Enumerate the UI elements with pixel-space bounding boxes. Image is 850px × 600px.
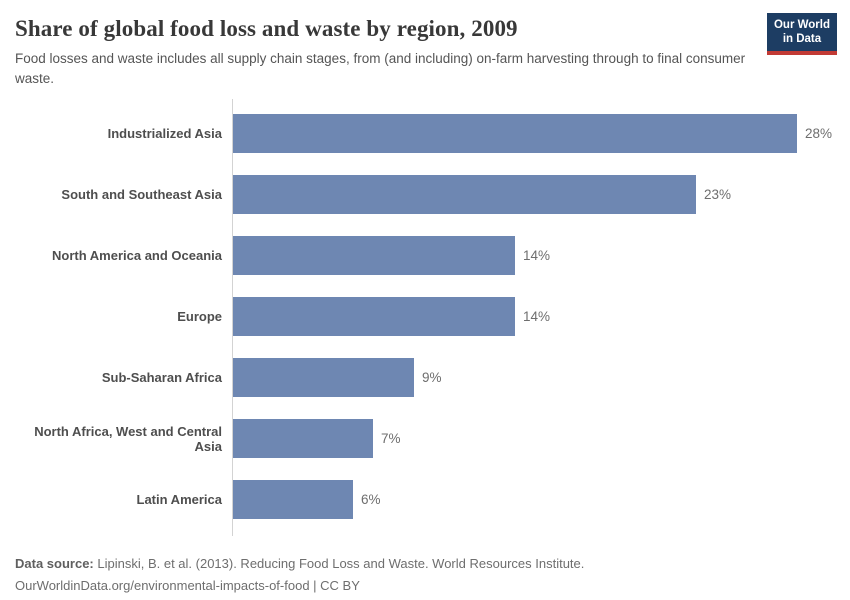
bar [232, 175, 696, 215]
bar-area: 23% [232, 164, 835, 225]
category-label: North America and Oceania [51, 248, 222, 264]
category-label: Sub-Saharan Africa [101, 370, 222, 386]
bar-area: 6% [232, 469, 835, 530]
category-label: North Africa, West and Central Asia [34, 423, 222, 454]
bar [232, 419, 373, 459]
chart-footer: Data source: Lipinski, B. et al. (2013).… [15, 553, 835, 597]
bar-row: Europe 14% [15, 286, 835, 347]
citation-line: OurWorldinData.org/environmental-impacts… [15, 578, 360, 594]
value-label: 6% [361, 492, 381, 508]
value-label: 9% [422, 370, 442, 386]
bar-row: North America and Oceania 14% [15, 225, 835, 286]
data-source-label: Data source: [15, 556, 94, 572]
data-source-text: Lipinski, B. et al. (2013). Reducing Foo… [93, 556, 585, 572]
value-label: 23% [704, 187, 732, 203]
bar-area: 14% [232, 225, 835, 286]
chart-subtitle: Food losses and waste includes all suppl… [15, 51, 746, 86]
category-label: Latin America [136, 492, 223, 508]
bar-row: South and Southeast Asia 23% [15, 164, 835, 225]
chart-title: Share of global food loss and waste by r… [15, 16, 518, 41]
bar-row: Sub-Saharan Africa 9% [15, 347, 835, 408]
value-label: 7% [381, 431, 401, 447]
owid-logo-line2: in Data [782, 33, 822, 46]
category-label: South and Southeast Asia [61, 187, 222, 203]
bar-row: North Africa, West and Central Asia 7% [15, 408, 835, 469]
bar-row: Industrialized Asia 28% [15, 103, 835, 164]
bar [232, 480, 353, 520]
bar [232, 114, 797, 154]
bar-area: 7% [232, 408, 835, 469]
bar [232, 358, 414, 398]
data-source-line: Data source: Lipinski, B. et al. (2013).… [15, 553, 835, 575]
bar-rows-container: Industrialized Asia 28% South and Southe… [15, 103, 835, 530]
owid-logo-line1: Our World [773, 19, 830, 31]
bar-area: 9% [232, 347, 835, 408]
value-label: 14% [523, 309, 551, 325]
bar-row: Latin America 6% [15, 469, 835, 530]
value-label: 14% [523, 248, 551, 264]
bar [232, 297, 515, 337]
bar-area: 14% [232, 286, 835, 347]
owid-logo: Our World in Data [766, 13, 837, 55]
category-label: Industrialized Asia [107, 126, 222, 142]
bar-chart: Industrialized Asia 28% South and Southe… [15, 99, 835, 537]
category-label: Europe [177, 309, 222, 325]
y-axis-line [232, 99, 233, 537]
bar [232, 236, 515, 276]
bar-area: 28% [232, 103, 835, 164]
chart-header: Share of global food loss and waste by r… [0, 0, 850, 88]
value-label: 28% [805, 126, 833, 142]
